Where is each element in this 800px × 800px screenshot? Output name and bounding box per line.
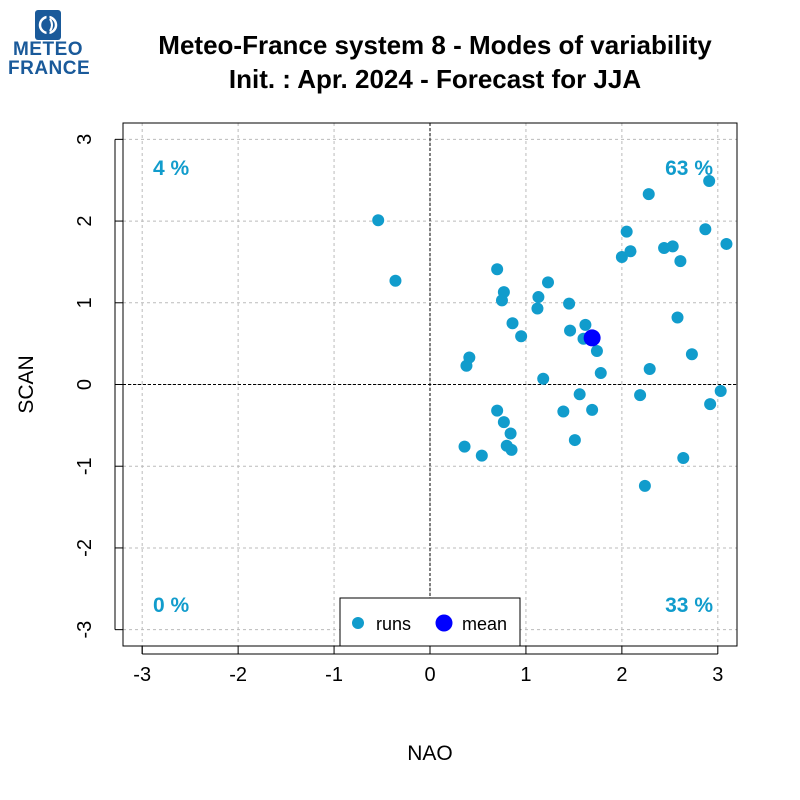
run-point (389, 274, 402, 287)
run-point (557, 405, 570, 418)
quadrant-label-top-left: 4 % (153, 157, 190, 180)
run-point (620, 225, 633, 238)
run-point (458, 440, 471, 453)
run-point (491, 263, 504, 276)
run-point (495, 294, 508, 307)
logo-text-france: FRANCE (8, 58, 91, 79)
run-point (634, 389, 647, 402)
legend-box (339, 597, 521, 647)
run-point (615, 251, 628, 264)
run-point (531, 302, 544, 315)
x-tick-label: 3 (712, 664, 723, 686)
x-tick-label: -1 (325, 664, 343, 686)
y-tick-label: -2 (74, 539, 96, 557)
run-point (704, 398, 717, 411)
run-point (677, 452, 690, 465)
run-point (497, 416, 510, 429)
x-tick-label: 0 (424, 664, 435, 686)
run-point (573, 388, 586, 401)
quadrant-labels: 4 % 63 % 0 % 33 % (153, 157, 713, 617)
mean-point (583, 329, 601, 347)
run-point (674, 255, 687, 268)
run-point (642, 188, 655, 201)
run-point (579, 318, 592, 331)
run-point (714, 385, 727, 398)
run-point (703, 175, 716, 188)
run-point (515, 330, 528, 343)
y-tick-label: 3 (74, 134, 96, 145)
run-point (506, 317, 519, 330)
legend-mean-marker (435, 614, 453, 632)
run-point (504, 427, 517, 440)
run-point (671, 311, 684, 324)
zero-lines (123, 123, 737, 646)
run-point (372, 214, 385, 227)
run-point (532, 291, 545, 304)
x-tick-label: -3 (133, 664, 151, 686)
legend-mean-label: mean (462, 614, 507, 634)
y-axis-label: SCAN (15, 355, 38, 413)
run-point (590, 344, 603, 357)
run-point (563, 297, 576, 310)
x-axis-label: NAO (407, 742, 453, 765)
run-point (586, 403, 599, 416)
y-tick-label: 0 (74, 379, 96, 390)
run-point (685, 348, 698, 361)
run-point (460, 359, 473, 372)
y-tick-label: 1 (74, 297, 96, 308)
legend: runs mean (339, 597, 521, 647)
run-point (542, 276, 555, 289)
logo-text-meteo: METEO (12, 39, 84, 60)
run-point (666, 240, 679, 253)
y-tick-label: 2 (74, 216, 96, 227)
run-point (475, 449, 488, 462)
logo-emblem-icon (35, 10, 61, 40)
quadrant-label-bottom-right: 33 % (665, 594, 713, 617)
quadrant-label-bottom-left: 0 % (153, 594, 190, 617)
x-tick-label: 1 (520, 664, 531, 686)
run-point (491, 404, 504, 417)
legend-runs-label: runs (376, 614, 411, 634)
chart-title: Meteo-France system 8 - Modes of variabi… (158, 30, 712, 60)
run-point (699, 223, 712, 236)
run-point (505, 443, 518, 456)
run-point (643, 362, 656, 375)
run-point (638, 479, 651, 492)
y-tick-label: -3 (74, 621, 96, 639)
chart-subtitle: Init. : Apr. 2024 - Forecast for JJA (228, 64, 642, 94)
meteo-france-logo: METEO FRANCE (8, 10, 91, 90)
y-tick-label: -1 (74, 457, 96, 475)
run-point (594, 367, 607, 380)
data-points (372, 175, 733, 492)
run-point (720, 237, 733, 250)
quadrant-label-top-right: 63 % (665, 157, 713, 180)
run-point (564, 324, 577, 337)
run-point (537, 372, 550, 385)
x-tick-label: -2 (229, 664, 247, 686)
run-point (624, 245, 637, 258)
x-tick-label: 2 (616, 664, 627, 686)
run-point (568, 434, 581, 447)
axes: -3 -2 -1 0 1 2 3 -3 -2 -1 0 1 2 3 (74, 134, 723, 686)
legend-runs-marker (352, 617, 364, 629)
